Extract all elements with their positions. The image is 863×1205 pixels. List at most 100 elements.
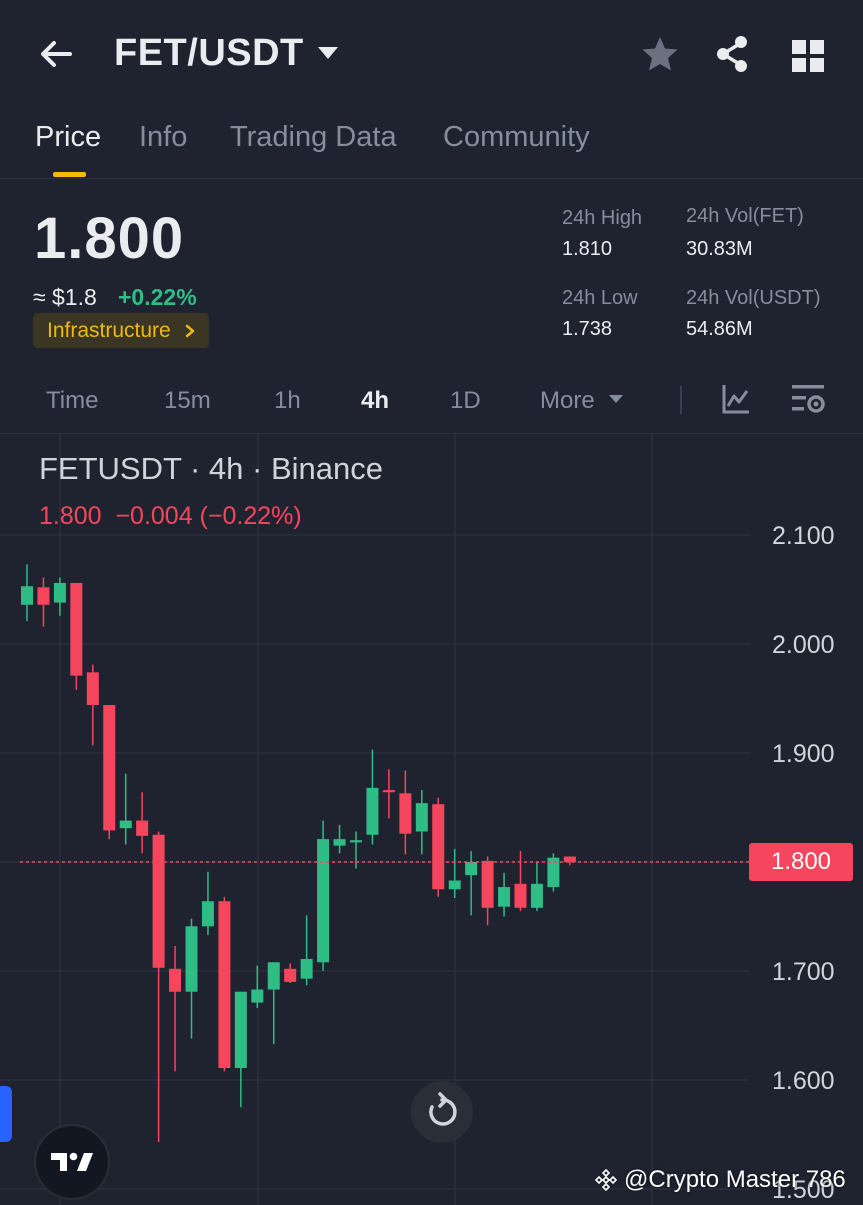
candle <box>481 856 494 926</box>
candle-body <box>317 839 330 963</box>
interval-more[interactable]: More <box>540 387 595 414</box>
candle <box>152 831 165 1143</box>
stat-label-24h-high: 24h High <box>562 207 643 229</box>
chart-title: FETUSDT · 4h · Binance <box>39 451 383 486</box>
candle <box>399 770 412 855</box>
stat-value-24h-vol-quote: 54.86M <box>686 318 753 340</box>
candle <box>251 965 264 1009</box>
stat-label-24h-vol-base: 24h Vol(FET) <box>686 205 804 227</box>
divider <box>0 178 863 179</box>
caret-down-icon[interactable] <box>316 44 340 62</box>
indicator-icon[interactable] <box>720 382 752 416</box>
y-axis-tick-label: 1.500 <box>772 1176 835 1204</box>
price-change-percent: +0.22% <box>118 284 197 310</box>
candle <box>169 945 182 1072</box>
stat-label-24h-low: 24h Low <box>562 287 638 309</box>
y-axis-tick-label: 2.000 <box>772 631 835 659</box>
usd-approx-price: ≈ $1.8 <box>33 284 97 310</box>
stat-label-24h-vol-quote: 24h Vol(USDT) <box>686 287 821 309</box>
candle-body <box>119 820 132 829</box>
candle <box>415 790 428 855</box>
candle-body <box>366 787 379 835</box>
candle-body <box>415 803 428 832</box>
tab-trading-data[interactable]: Trading Data <box>230 121 397 153</box>
candle-body <box>448 880 461 890</box>
candle-body <box>300 959 313 979</box>
candle-body <box>382 790 395 793</box>
candle-body <box>21 586 33 605</box>
candle-body <box>465 862 478 876</box>
candle-body <box>37 587 50 605</box>
candle <box>432 797 445 897</box>
divider <box>0 433 863 434</box>
y-axis-tick-label: 1.900 <box>772 740 835 768</box>
interval-15m[interactable]: 15m <box>164 387 211 414</box>
stat-value-24h-low: 1.738 <box>562 318 613 340</box>
candle-body <box>218 901 231 1069</box>
tab-info[interactable]: Info <box>139 121 188 153</box>
candle-series <box>21 564 576 1143</box>
category-label: Infrastructure <box>47 319 171 342</box>
y-axis-tick-label: 1.700 <box>772 958 835 986</box>
candle-body <box>201 901 214 927</box>
candle <box>350 831 362 869</box>
pair-title[interactable]: FET/USDT <box>114 32 304 74</box>
candle <box>465 851 478 916</box>
interval-time[interactable]: Time <box>46 387 99 414</box>
tradingview-logo[interactable] <box>36 1126 108 1198</box>
candle-body <box>86 672 99 706</box>
candle-body <box>169 968 182 992</box>
stat-value-24h-vol-base: 30.83M <box>686 238 753 260</box>
candle-body <box>432 804 445 890</box>
candle <box>547 853 560 892</box>
chart-settings-icon[interactable] <box>790 382 826 416</box>
candle <box>514 851 527 912</box>
category-badge[interactable]: Infrastructure <box>33 313 209 348</box>
candle <box>267 962 280 1045</box>
arrow-left-icon[interactable] <box>36 34 76 74</box>
candle-body <box>333 839 346 846</box>
grid-icon[interactable] <box>788 36 828 76</box>
chart-ohlc-readout: 1.800 −0.004 (−0.22%) <box>39 502 302 530</box>
last-price: 1.800 <box>34 206 185 271</box>
chart-grid <box>0 434 750 1205</box>
candle-body <box>514 883 527 908</box>
watermark-text: @Crypto Master 786 <box>624 1166 846 1193</box>
tab-community[interactable]: Community <box>443 121 590 153</box>
candle <box>530 862 543 912</box>
y-axis: 2.100 2.000 1.900 1.700 1.600 1.500 <box>772 522 835 1204</box>
stat-value-24h-high: 1.810 <box>562 238 613 260</box>
reset-chart-button[interactable] <box>411 1081 473 1143</box>
watermark: @Crypto Master 786 <box>594 1166 846 1194</box>
candle-body <box>399 793 412 834</box>
candle-body <box>481 860 494 908</box>
share-icon[interactable] <box>712 34 752 74</box>
candle-body <box>267 962 280 990</box>
drawer-handle[interactable] <box>0 1086 12 1142</box>
caret-down-icon[interactable] <box>608 393 624 405</box>
interval-1h[interactable]: 1h <box>274 387 301 414</box>
top-bar: FET/USDT <box>0 0 863 110</box>
candle <box>317 820 330 971</box>
candle <box>563 856 576 866</box>
star-icon[interactable] <box>640 34 680 74</box>
candle-body <box>152 834 165 968</box>
candle <box>234 991 247 1108</box>
tab-price[interactable]: Price <box>35 121 102 153</box>
candle <box>284 963 297 983</box>
current-price-tag: 1.800 <box>749 843 853 881</box>
interval-1d[interactable]: 1D <box>450 387 481 414</box>
candle-body <box>185 926 198 992</box>
candle-body <box>103 705 116 831</box>
candle <box>185 918 198 1039</box>
candle <box>382 769 395 819</box>
candle <box>218 896 231 1072</box>
candlestick-chart[interactable]: 2.100 2.000 1.900 1.700 1.600 1.500 <box>0 434 863 1205</box>
interval-4h[interactable]: 4h <box>361 387 390 414</box>
candle <box>86 664 99 746</box>
candle <box>300 915 313 986</box>
candle-body <box>563 856 576 862</box>
tradingview-logo-icon <box>51 1152 93 1171</box>
chevron-right-icon <box>185 324 194 337</box>
candle-body <box>530 883 543 908</box>
